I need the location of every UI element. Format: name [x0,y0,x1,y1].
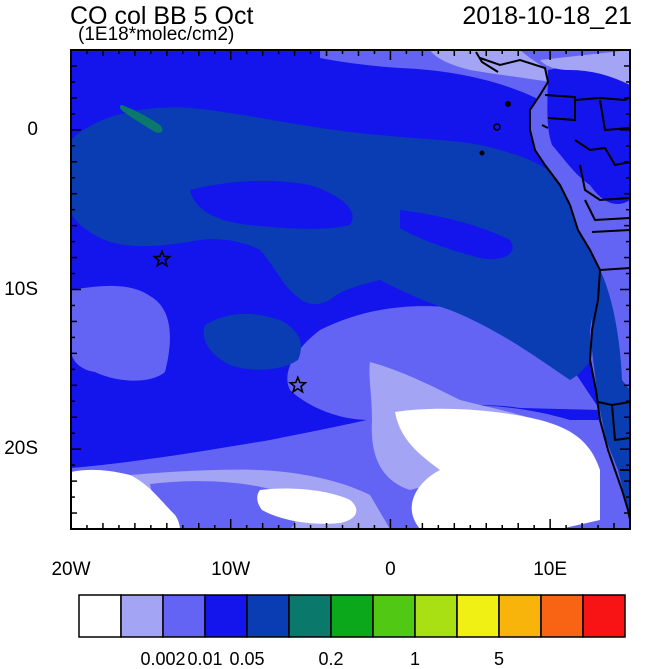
field-patch [592,270,630,529]
colorbar-box [372,594,416,638]
coastline [475,51,630,525]
colorbar-tick-label: 0.01 [187,649,223,669]
field-patch [510,260,600,370]
colorbar-box [246,594,290,638]
field-patch [547,55,630,205]
field-level-0.2 [119,105,163,133]
x-tick-label: 0 [385,559,396,580]
y-tick-label: 10S [4,278,38,300]
colorbar-box [204,594,248,638]
valid-time: 2018-10-18_21 [462,2,632,30]
field-level-white [395,408,600,529]
field-level-white [71,469,180,529]
co-field [71,50,630,529]
colorbar [78,594,626,638]
colorbar-box [414,594,458,638]
x-tick-label: 20W [51,559,91,580]
x-tick-label: 10E [533,559,568,580]
colorbar-box [498,594,542,638]
colorbar-box [330,594,374,638]
colorbar-box [540,594,584,638]
y-tick-label: 20S [4,438,38,460]
star-marker [152,248,172,268]
field-level-0.05 [71,107,612,380]
colorbar-tick-label: 0.2 [318,649,344,669]
y-tick-label: 0 [27,118,38,140]
colorbar-box [120,594,164,638]
field-patch [203,313,301,370]
field-patch [190,180,353,229]
map-title: CO col BB 5 Oct [70,2,254,30]
field-patch [400,210,513,260]
colorbar-tick-label: 5 [493,649,504,669]
marker-layer [152,248,308,394]
field-level-white [257,488,357,524]
star-marker [288,375,308,394]
field-patch [251,278,290,302]
colorbar-box [582,594,626,638]
field-patch [540,50,630,85]
colorbar-tick-label: 1 [409,649,420,669]
x-tick-label: 10W [211,559,251,580]
colorbar-tick-label: 0.05 [229,649,265,669]
colorbar-tick-label: 0.002 [140,649,186,669]
axis-ticks [70,49,631,530]
colorbar-box [78,594,122,638]
colorbar-box [162,594,206,638]
field-patch [71,285,170,381]
colorbar-box [288,594,332,638]
units-subtitle: (1E18*molec/cm2) [78,24,235,45]
colorbar-box [456,594,500,638]
